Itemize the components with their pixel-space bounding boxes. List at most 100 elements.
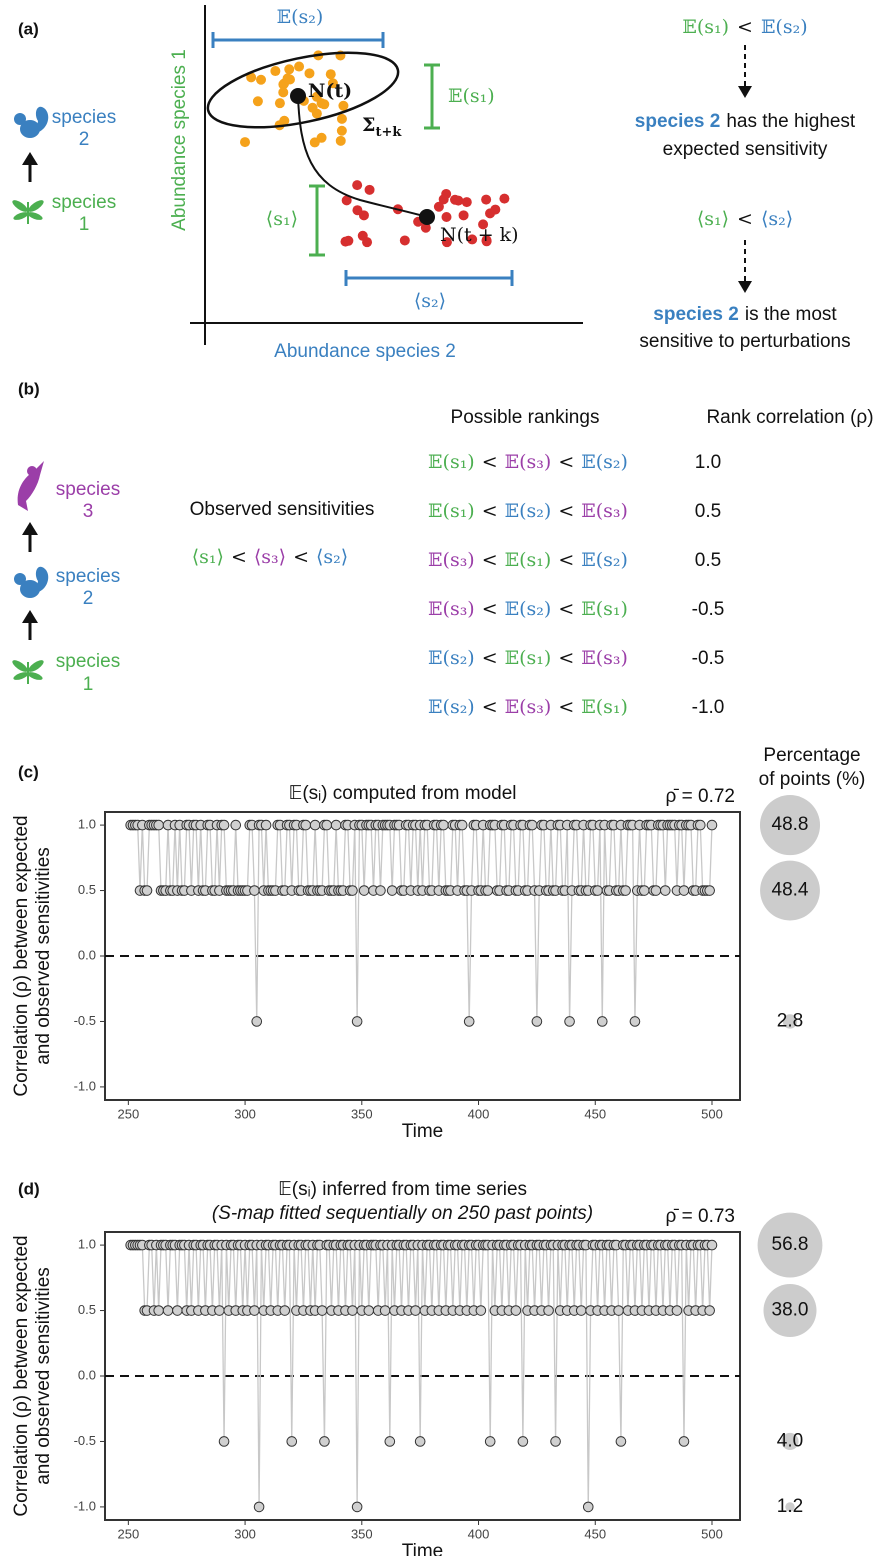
point bbox=[279, 1305, 291, 1316]
x-tick-label: 500 bbox=[701, 1106, 723, 1121]
dot bbox=[307, 102, 318, 113]
point bbox=[704, 885, 715, 896]
inequality: 𝔼(s₃) < 𝔼(s₁) < 𝔼(s₂) bbox=[428, 549, 628, 571]
term: ⟨s₂⟩ bbox=[316, 546, 348, 568]
point bbox=[438, 819, 449, 831]
point bbox=[286, 1436, 298, 1447]
y-axis-label: Correlation (ρ) between expected bbox=[11, 815, 32, 1096]
point bbox=[251, 1016, 263, 1027]
point bbox=[575, 1305, 587, 1316]
point bbox=[351, 1501, 363, 1513]
y-tick-label: 1.0 bbox=[78, 817, 96, 832]
term: ⟨s₂⟩ bbox=[761, 208, 793, 230]
term: 𝔼(s₃) bbox=[428, 549, 475, 571]
species-number: 2 bbox=[83, 588, 94, 609]
species-number: 3 bbox=[83, 501, 94, 522]
conclusion: sensitive to perturbations bbox=[639, 331, 850, 352]
bracket-label: ⟨s₁⟩ bbox=[266, 208, 298, 230]
arrow-head bbox=[22, 152, 38, 165]
plant-icon bbox=[12, 200, 44, 224]
point bbox=[384, 1436, 396, 1447]
chart-subtitle: (S-map fitted sequentially on 250 past p… bbox=[212, 1203, 593, 1224]
point bbox=[695, 819, 706, 831]
dot bbox=[481, 194, 492, 205]
x-tick-label: 250 bbox=[117, 1526, 139, 1541]
point bbox=[363, 1305, 375, 1316]
point bbox=[531, 1016, 543, 1027]
point bbox=[463, 1016, 475, 1027]
rank-correlation: -0.5 bbox=[692, 648, 725, 669]
chart-title: 𝔼(sᵢ) computed from model bbox=[288, 783, 516, 804]
point bbox=[678, 1436, 690, 1447]
sigma: Σ bbox=[362, 114, 375, 136]
bubble-label: 48.8 bbox=[772, 814, 809, 835]
term: 𝔼(s₃) bbox=[581, 500, 628, 522]
bubble bbox=[782, 1014, 798, 1029]
point bbox=[249, 1305, 260, 1316]
dot bbox=[399, 235, 410, 246]
term: 𝔼(s₃) bbox=[505, 696, 552, 718]
point bbox=[638, 885, 650, 896]
point bbox=[379, 1305, 391, 1316]
dot bbox=[319, 99, 330, 110]
squirrel-icon bbox=[14, 566, 49, 598]
y-tick-label: 1.0 bbox=[78, 1237, 96, 1252]
dot bbox=[341, 195, 352, 206]
dot bbox=[338, 100, 349, 111]
term: 𝔼(s₁) bbox=[505, 647, 552, 669]
dot bbox=[327, 78, 338, 89]
dot bbox=[256, 74, 267, 85]
term: 𝔼(s₃) bbox=[505, 451, 552, 473]
point bbox=[316, 1305, 328, 1316]
point bbox=[526, 819, 538, 831]
bubble bbox=[785, 1502, 795, 1512]
operator: < bbox=[737, 208, 753, 230]
dot bbox=[279, 115, 290, 126]
point bbox=[678, 885, 690, 896]
conclusion: species 2 is the most bbox=[653, 304, 837, 325]
dot bbox=[490, 204, 501, 215]
bubble-label: 38.0 bbox=[772, 1300, 809, 1321]
operator: < bbox=[558, 696, 574, 718]
sigma-label: Σt+k bbox=[362, 114, 402, 140]
y-tick-label: -1.0 bbox=[74, 1078, 96, 1093]
species-number: 2 bbox=[79, 129, 90, 150]
rank-correlation: -1.0 bbox=[692, 697, 725, 718]
bubble-label: 1.2 bbox=[777, 1496, 803, 1517]
dot bbox=[274, 98, 285, 109]
dot bbox=[284, 64, 295, 75]
x-tick-label: 300 bbox=[234, 1526, 256, 1541]
point bbox=[218, 819, 230, 831]
dot bbox=[481, 236, 492, 247]
point bbox=[358, 885, 370, 896]
y-axis-label: and observed sensitivities bbox=[33, 847, 54, 1065]
point bbox=[321, 819, 333, 831]
rankings-title: Possible rankings bbox=[451, 407, 600, 428]
conclusion: species 2 has the highest bbox=[635, 111, 856, 132]
inequality: 𝔼(s₁) < 𝔼(s₂) < 𝔼(s₃) bbox=[428, 500, 628, 522]
dot bbox=[336, 125, 347, 136]
term: 𝔼(s₂) bbox=[428, 696, 475, 718]
dot bbox=[352, 180, 363, 191]
species-number: 1 bbox=[83, 674, 94, 695]
point bbox=[650, 885, 662, 896]
illustration-dots bbox=[240, 50, 510, 248]
point-label: N(t) bbox=[308, 80, 352, 102]
point bbox=[592, 885, 603, 896]
rank-correlation: -0.5 bbox=[692, 599, 725, 620]
point bbox=[153, 819, 164, 831]
observed-title: Observed sensitivities bbox=[190, 499, 375, 520]
point bbox=[249, 885, 260, 896]
bubble-label: 4.0 bbox=[777, 1430, 803, 1451]
bubble-title: of points (%) bbox=[759, 769, 866, 790]
point bbox=[330, 819, 342, 831]
bubble bbox=[781, 1432, 799, 1451]
y-tick-label: 0.5 bbox=[78, 1302, 96, 1317]
operator: < bbox=[482, 451, 498, 473]
point bbox=[629, 1016, 641, 1027]
species-name: species 2 bbox=[635, 111, 721, 132]
bracket bbox=[424, 63, 440, 130]
dot bbox=[309, 137, 320, 148]
x-tick-label: 450 bbox=[584, 1106, 606, 1121]
